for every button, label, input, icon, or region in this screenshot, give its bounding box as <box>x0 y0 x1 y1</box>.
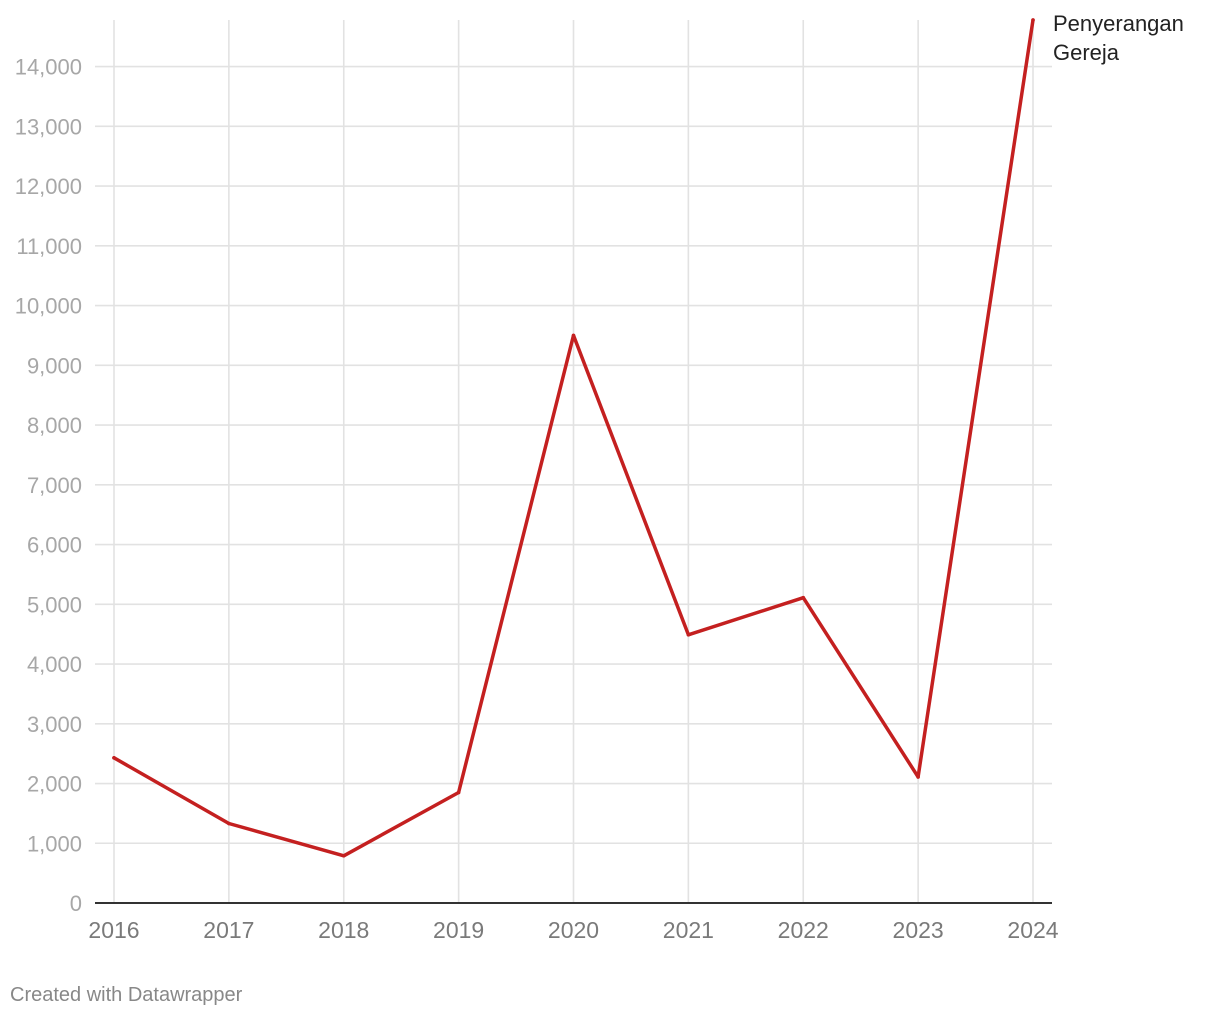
y-tick-label: 9,000 <box>27 353 82 378</box>
data-point <box>801 595 806 600</box>
data-point <box>227 821 231 826</box>
x-tick-label: 2024 <box>1007 917 1058 943</box>
x-tick-label: 2021 <box>663 917 714 943</box>
y-tick-label: 2,000 <box>27 772 82 797</box>
line-chart: 0 1,000 2,000 3,000 4,000 5,000 6,000 7,000 8,00… <box>15 11 1184 943</box>
data-point <box>456 790 461 795</box>
data-point <box>341 854 346 858</box>
y-tick-label: 11,000 <box>16 234 82 259</box>
x-axis: 2016 2017 2018 2019 2020 2021 2022 2023 2024 <box>88 902 1059 943</box>
y-tick-label: 13,000 <box>15 114 82 139</box>
y-tick-label: 0 <box>70 891 82 916</box>
x-tick-label: 2022 <box>778 917 829 943</box>
x-tick-label: 2016 <box>88 917 139 943</box>
data-point <box>571 333 576 338</box>
y-tick-label: 7,000 <box>27 473 82 498</box>
x-tick-label: 2020 <box>548 917 599 943</box>
series-label: Penyerangan Gereja <box>1053 11 1184 65</box>
x-tick-label: 2023 <box>893 917 944 943</box>
data-point <box>1031 18 1035 22</box>
y-tick-label: 6,000 <box>27 533 82 558</box>
y-tick-label: 4,000 <box>27 652 82 677</box>
y-tick-label: 1,000 <box>27 831 82 856</box>
series-label-line: Penyerangan <box>1053 11 1184 36</box>
y-tick-label: 5,000 <box>27 592 82 617</box>
gridlines <box>95 20 1052 903</box>
y-tick-label: 10,000 <box>15 294 82 319</box>
data-point <box>686 632 691 637</box>
y-tick-label: 8,000 <box>27 413 82 438</box>
data-point <box>916 775 920 779</box>
y-axis: 0 1,000 2,000 3,000 4,000 5,000 6,000 7,000 8,00… <box>15 55 82 916</box>
series-layer: Penyerangan Gereja <box>112 11 1184 858</box>
data-point <box>112 756 116 760</box>
y-tick-label: 14,000 <box>15 55 82 80</box>
x-tick-label: 2019 <box>433 917 484 943</box>
y-tick-label: 3,000 <box>27 712 82 737</box>
credit-footer: Created with Datawrapper <box>10 984 243 1006</box>
x-tick-label: 2017 <box>203 917 254 943</box>
series-label-line: Gereja <box>1053 40 1120 65</box>
x-tick-label: 2018 <box>318 917 369 943</box>
y-tick-label: 12,000 <box>15 174 82 199</box>
